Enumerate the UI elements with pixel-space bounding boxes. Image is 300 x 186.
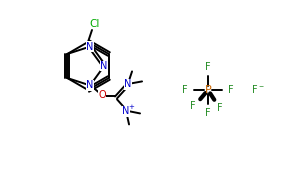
Text: F: F [205,62,211,72]
Text: F: F [182,85,188,95]
Text: O: O [98,90,106,100]
Text: N: N [122,106,130,116]
Text: N: N [100,61,108,71]
Text: F: F [190,101,196,111]
Text: F: F [217,103,223,113]
Text: P: P [205,85,212,95]
Text: F: F [252,85,258,95]
Text: F: F [228,85,234,95]
Text: F: F [205,108,211,118]
Text: −: − [258,84,264,89]
Text: Cl: Cl [90,19,100,29]
Text: N: N [124,79,132,89]
Text: N: N [86,42,94,52]
Text: N: N [86,80,94,90]
Text: +: + [128,104,134,110]
